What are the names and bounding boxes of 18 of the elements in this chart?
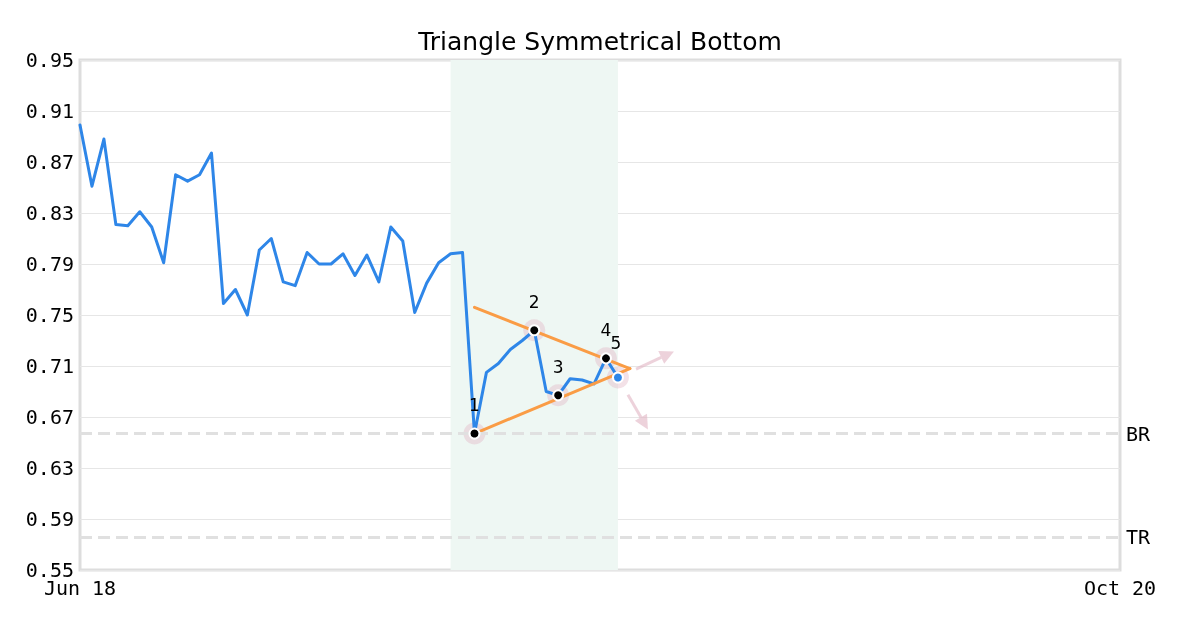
series-label: 3 [552,356,564,377]
chart-title: Triangle Symmetrical Bottom [417,27,782,56]
y-tick-label: 0.83 [25,201,74,225]
y-tick-label: 0.91 [25,99,74,123]
y-tick-label: 0.87 [25,150,74,174]
series-label: 5 [610,332,622,353]
ref-line-label: TR [1126,524,1152,549]
y-tick-label: 0.67 [25,405,74,429]
y-tick-label: 0.75 [25,303,74,327]
series-label: 4 [600,319,612,340]
series-label: 2 [528,291,540,312]
y-tick-label: 0.63 [25,456,74,480]
y-tick-label: 0.59 [25,507,74,531]
y-tick-label: 0.71 [25,354,74,378]
x-tick-label: Oct 20 [1083,576,1157,600]
y-tick-label: 0.95 [25,48,74,72]
ref-line-label: BR [1126,421,1152,446]
y-tick-label: 0.79 [25,252,74,276]
